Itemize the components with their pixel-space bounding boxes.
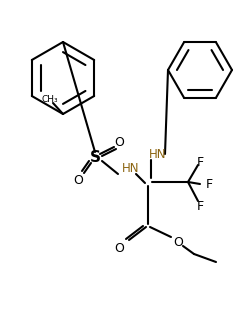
Text: HN: HN <box>122 163 139 175</box>
Text: CH₃: CH₃ <box>42 95 58 104</box>
Text: O: O <box>172 236 182 249</box>
Text: F: F <box>196 199 203 212</box>
Text: F: F <box>196 156 203 169</box>
Text: F: F <box>205 178 212 191</box>
Text: HN: HN <box>148 148 166 161</box>
Text: O: O <box>114 136 124 148</box>
Text: O: O <box>73 174 83 187</box>
Text: O: O <box>114 243 124 256</box>
Text: S: S <box>89 151 100 165</box>
